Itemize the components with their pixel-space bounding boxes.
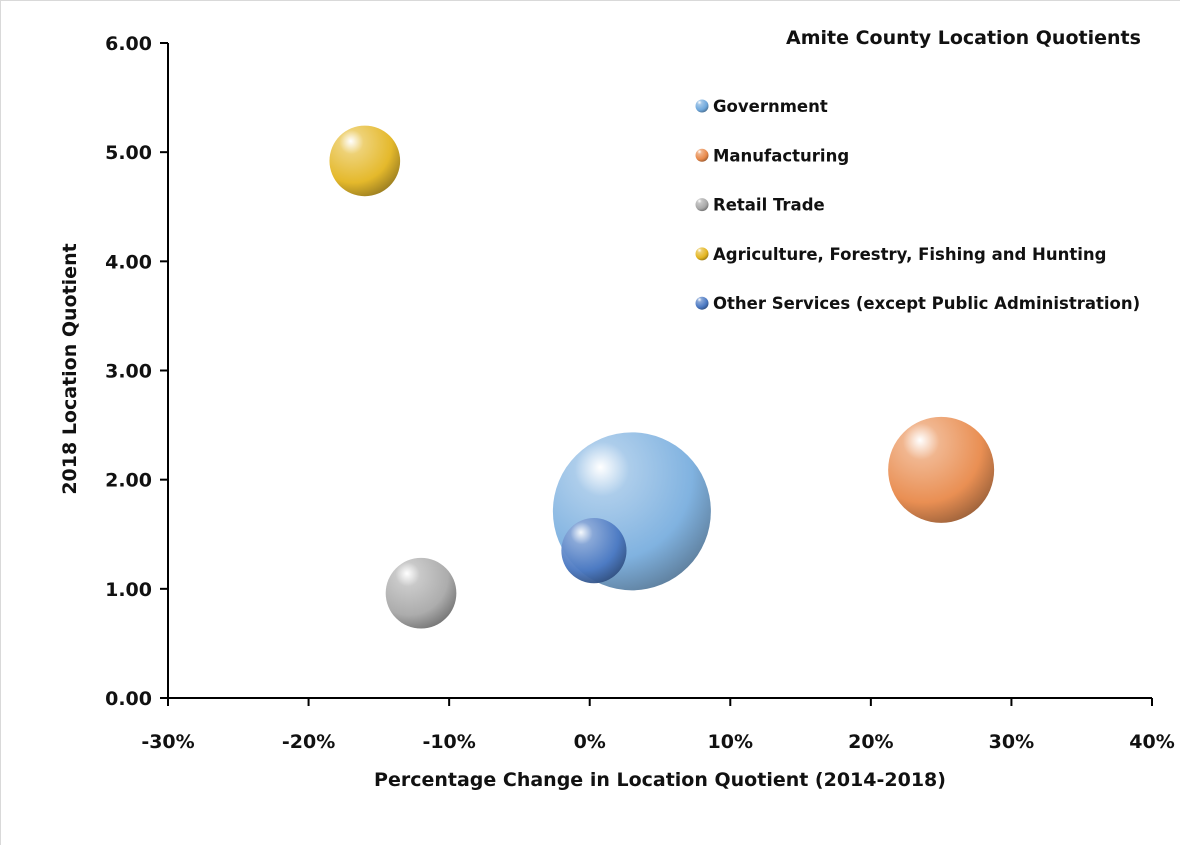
legend: Government Manufacturing Retail Trade Agric… (695, 97, 1140, 313)
x-axis-title: Percentage Change in Location Quotient (… (374, 769, 946, 791)
x-tick-label: -30% (141, 731, 194, 753)
bubble-manufacturing (888, 416, 995, 523)
y-tick-label: 3.00 (105, 361, 152, 383)
y-tick-label: 4.00 (105, 251, 152, 273)
legend-label: Manufacturing (713, 146, 849, 165)
legend-label: Retail Trade (713, 196, 825, 215)
y-tick-label: 2.00 (105, 470, 152, 492)
y-tick-label: 5.00 (105, 142, 152, 164)
y-axis-title: 2018 Location Quotient (59, 243, 81, 494)
legend-marker (695, 296, 709, 310)
axes: 0.00 1.00 2.00 3.00 4.00 5.00 6.00 -30% -20% -10… (105, 33, 1175, 753)
y-tick-label: 1.00 (105, 579, 152, 601)
x-tick-label: 40% (1129, 731, 1174, 753)
legend-label: Agriculture, Forestry, Fishing and Hunti… (713, 245, 1106, 264)
legend-marker (695, 148, 709, 162)
x-tick-label: 20% (848, 731, 893, 753)
y-tick-label: 0.00 (105, 688, 152, 710)
legend-label: Government (713, 97, 828, 116)
legend-label: Other Services (except Public Administra… (713, 294, 1140, 313)
bubbles (329, 125, 995, 629)
y-axis-ticks: 0.00 1.00 2.00 3.00 4.00 5.00 6.00 (105, 33, 168, 710)
chart-title: Amite County Location Quotients (786, 27, 1141, 49)
x-tick-label: -10% (422, 731, 475, 753)
bubble-agriculture-forestry-fishing-and-hunting (329, 125, 401, 197)
x-tick-label: 10% (708, 731, 753, 753)
legend-marker (695, 198, 709, 212)
x-tick-label: 0% (574, 731, 606, 753)
y-tick-label: 6.00 (105, 33, 152, 55)
bubble-other-services-except-public-administration (561, 518, 627, 584)
x-tick-label: 30% (989, 731, 1034, 753)
x-axis-ticks: -30% -20% -10% 0% 10% 20% 30% 40% (141, 698, 1175, 753)
legend-marker (695, 247, 709, 261)
x-tick-label: -20% (282, 731, 335, 753)
legend-marker (695, 99, 709, 113)
bubble-retail-trade (385, 557, 457, 629)
